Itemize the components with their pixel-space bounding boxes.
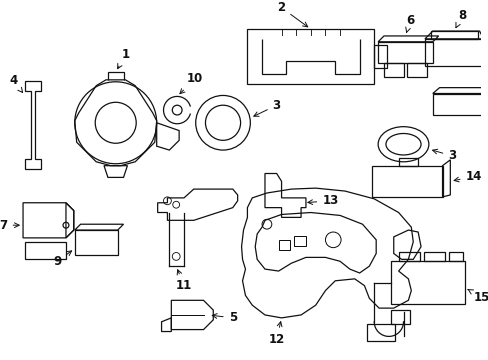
- Bar: [424, 39, 483, 66]
- Text: 9: 9: [53, 251, 71, 268]
- Bar: [448, 252, 462, 261]
- Text: 3: 3: [432, 149, 455, 162]
- Text: 12: 12: [268, 321, 284, 346]
- Bar: [407, 63, 426, 77]
- Bar: [398, 252, 419, 261]
- Bar: [383, 63, 403, 77]
- Bar: [432, 94, 481, 115]
- Text: 3: 3: [253, 99, 280, 116]
- Bar: [75, 230, 118, 256]
- Bar: [366, 324, 394, 341]
- Text: 7: 7: [0, 219, 19, 232]
- Bar: [398, 158, 417, 166]
- Bar: [390, 310, 409, 324]
- Bar: [377, 42, 432, 63]
- Text: 8: 8: [455, 9, 465, 28]
- Bar: [390, 261, 464, 304]
- Text: 9: 9: [0, 359, 1, 360]
- Bar: [278, 240, 290, 249]
- Bar: [430, 31, 477, 39]
- Text: 5: 5: [212, 311, 236, 324]
- Text: 1: 1: [117, 48, 129, 69]
- Text: 4: 4: [9, 74, 22, 93]
- Text: 2: 2: [277, 1, 307, 27]
- Bar: [371, 166, 442, 197]
- Bar: [294, 236, 305, 246]
- Text: 14: 14: [453, 170, 481, 183]
- Text: 13: 13: [307, 194, 338, 207]
- Bar: [423, 252, 445, 261]
- Text: 15: 15: [467, 289, 488, 304]
- Text: 6: 6: [405, 14, 414, 32]
- Text: 10: 10: [180, 72, 203, 94]
- Text: 11: 11: [176, 270, 192, 292]
